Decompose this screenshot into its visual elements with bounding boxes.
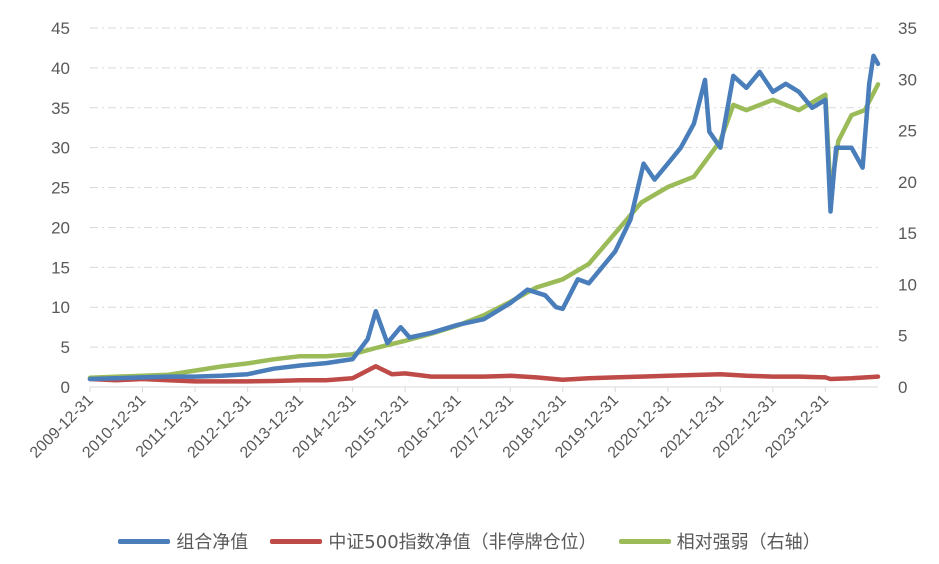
legend-swatch <box>618 538 671 544</box>
series-line-0 <box>87 53 881 382</box>
y-right-tick-label: 25 <box>898 122 917 141</box>
legend-item: 相对强弱（右轴） <box>618 528 821 554</box>
y-right-tick-label: 35 <box>898 19 917 38</box>
y-left-tick-label: 0 <box>61 378 70 397</box>
y-right-tick-label: 10 <box>898 275 917 294</box>
series-line-2 <box>87 82 881 381</box>
y-right-tick-label: 30 <box>898 70 917 89</box>
y-left-tick-label: 5 <box>61 338 70 357</box>
legend-swatch <box>270 538 323 544</box>
legend-label: 中证500指数净值（非停牌仓位） <box>328 532 597 553</box>
legend-label: 组合净值 <box>176 532 249 553</box>
legend-swatch <box>118 538 171 544</box>
y-left-tick-label: 15 <box>51 258 70 277</box>
y-left-tick-label: 25 <box>51 179 70 198</box>
y-left-tick-label: 10 <box>51 298 70 317</box>
y-right-tick-label: 15 <box>898 224 917 243</box>
series-line-1 <box>87 364 881 384</box>
y-left-tick-label: 45 <box>51 19 70 38</box>
legend-label: 相对强弱（右轴） <box>676 532 821 553</box>
y-left-tick-label: 40 <box>51 59 70 78</box>
y-right-tick-label: 5 <box>898 327 907 346</box>
legend-item: 中证500指数净值（非停牌仓位） <box>270 528 597 554</box>
y-left-tick-label: 20 <box>51 218 70 237</box>
y-left-tick-label: 35 <box>51 99 70 118</box>
y-left-tick-label: 30 <box>51 139 70 158</box>
legend-item: 组合净值 <box>118 528 248 554</box>
legend: 组合净值 中证500指数净值（非停牌仓位） 相对强弱（右轴） <box>0 524 939 558</box>
y-right-tick-label: 20 <box>898 173 917 192</box>
y-right-tick-label: 0 <box>898 378 907 397</box>
